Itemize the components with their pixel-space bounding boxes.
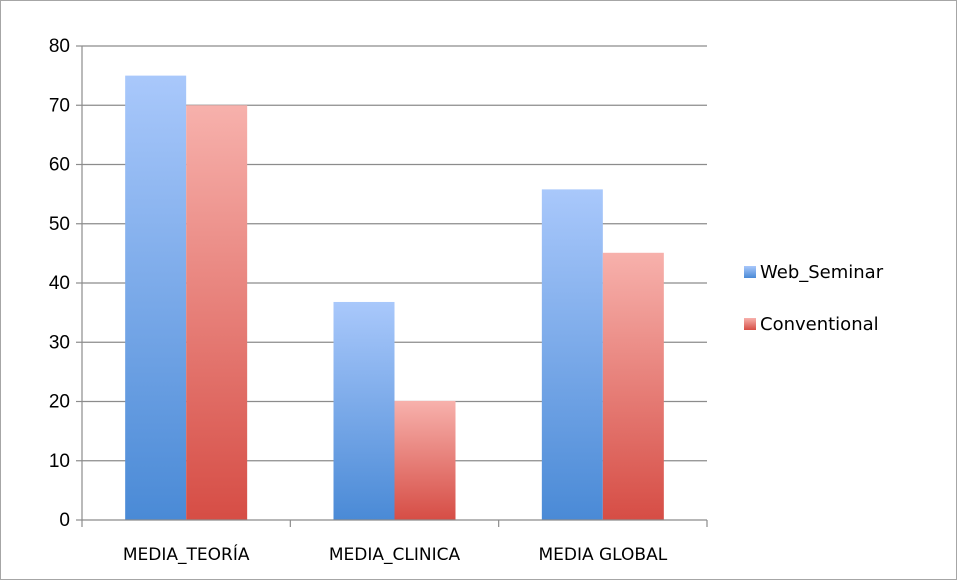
legend: Web_Seminar Conventional (744, 262, 884, 335)
legend-label-web_seminar: Web_Seminar (760, 262, 884, 283)
y-tick-label-30: 30 (49, 332, 70, 353)
x-category-label: MEDIA_CLINICA (329, 545, 461, 565)
axes: 0 10 20 30 40 50 60 70 80 MEDIA_TEORÍA MEDIA_CLINI… (49, 36, 708, 565)
y-tick-label-50: 50 (49, 214, 70, 235)
bar-web_seminar-2 (541, 189, 603, 520)
legend-swatch-conventional (744, 318, 756, 330)
bar-conventional-1 (394, 400, 456, 520)
bar-web_seminar-1 (333, 301, 395, 520)
y-tick-label-60: 60 (49, 155, 70, 176)
x-category-label: MEDIA_TEORÍA (123, 543, 250, 565)
bar-conventional-0 (186, 105, 248, 520)
y-tick-label-80: 80 (49, 36, 70, 57)
x-category-label: MEDIA GLOBAL (538, 545, 667, 565)
legend-swatch-web_seminar (744, 266, 756, 278)
y-tick-label-70: 70 (49, 95, 70, 116)
bar-web_seminar-0 (125, 75, 187, 520)
y-tick-label-40: 40 (49, 273, 70, 294)
y-tick-label-10: 10 (49, 451, 70, 472)
bars (125, 75, 664, 520)
y-tick-label-0: 0 (59, 510, 70, 531)
legend-label-conventional: Conventional (760, 314, 879, 335)
y-tick-label-20: 20 (49, 392, 70, 413)
bar-conventional-2 (602, 252, 664, 520)
